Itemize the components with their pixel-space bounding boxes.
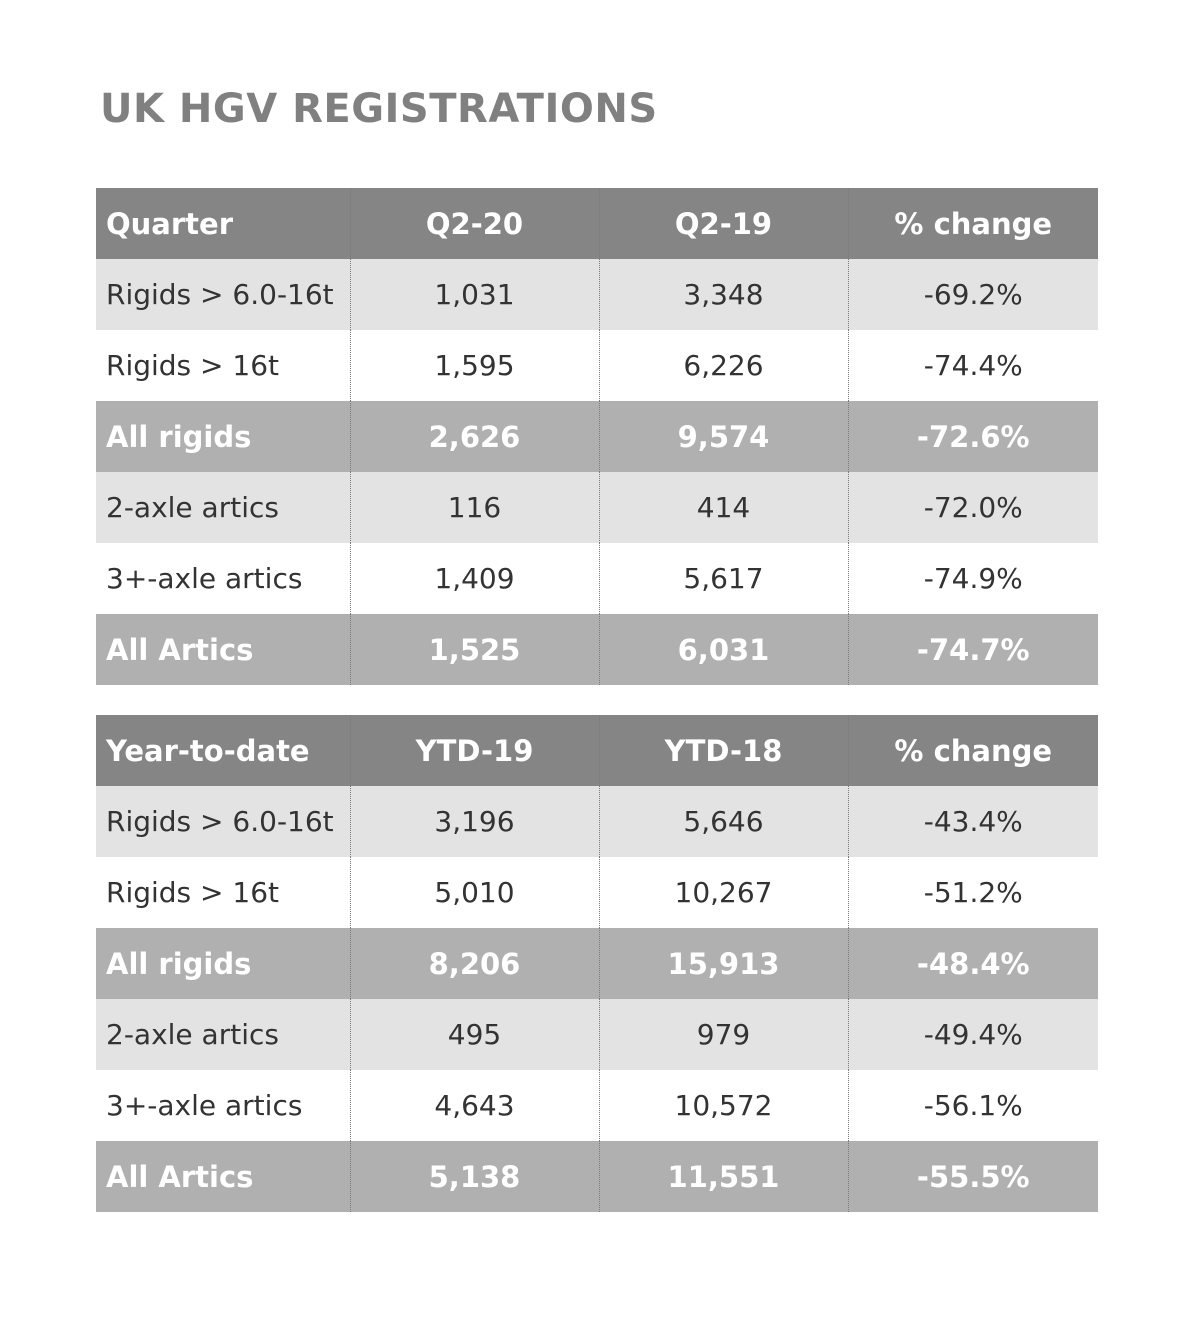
table-cell: -74.7% — [847, 614, 1098, 685]
table-cell: -74.9% — [847, 543, 1098, 614]
table-cell: 5,138 — [349, 1141, 599, 1212]
table-cell: 11,551 — [598, 1141, 848, 1212]
table-row: 2-axle artics 116 414 -72.0% — [96, 472, 1098, 543]
table-cell: 10,267 — [598, 857, 848, 928]
table-row: 3+-axle artics 4,643 10,572 -56.1% — [96, 1070, 1098, 1141]
year-to-date-table: Year-to-date YTD-19 YTD-18 % change Rigi… — [96, 715, 1098, 1212]
column-header: Year-to-date — [96, 715, 350, 786]
row-label: 2-axle artics — [96, 472, 350, 543]
table-cell: 1,031 — [349, 259, 599, 330]
table-cell: 4,643 — [349, 1070, 599, 1141]
table-cell: 1,409 — [349, 543, 599, 614]
table-cell: -69.2% — [847, 259, 1098, 330]
column-header: % change — [847, 715, 1098, 786]
row-label: Rigids > 16t — [96, 330, 350, 401]
column-header: YTD-18 — [598, 715, 848, 786]
table-cell: -74.4% — [847, 330, 1098, 401]
table-cell: 5,010 — [349, 857, 599, 928]
total-row: All Artics 1,525 6,031 -74.7% — [96, 614, 1098, 685]
row-label: All rigids — [96, 928, 350, 999]
quarter-table: Quarter Q2-20 Q2-19 % change Rigids > 6.… — [96, 188, 1098, 685]
row-label: 2-axle artics — [96, 999, 350, 1070]
column-header: % change — [847, 188, 1098, 259]
table-cell: 1,525 — [349, 614, 599, 685]
table-cell: 116 — [349, 472, 599, 543]
table-cell: -48.4% — [847, 928, 1098, 999]
table-cell: 10,572 — [598, 1070, 848, 1141]
column-header: Quarter — [96, 188, 350, 259]
table-header-row: Year-to-date YTD-19 YTD-18 % change — [96, 715, 1098, 786]
table-cell: 414 — [598, 472, 848, 543]
table-cell: 1,595 — [349, 330, 599, 401]
table-cell: -43.4% — [847, 786, 1098, 857]
table-cell: 3,348 — [598, 259, 848, 330]
table-header-row: Quarter Q2-20 Q2-19 % change — [96, 188, 1098, 259]
table-cell: 5,617 — [598, 543, 848, 614]
table-cell: 9,574 — [598, 401, 848, 472]
row-label: 3+-axle artics — [96, 543, 350, 614]
row-label: Rigids > 6.0-16t — [96, 259, 350, 330]
total-row: All Artics 5,138 11,551 -55.5% — [96, 1141, 1098, 1212]
table-cell: -55.5% — [847, 1141, 1098, 1212]
row-label: Rigids > 16t — [96, 857, 350, 928]
column-header: YTD-19 — [349, 715, 599, 786]
table-cell: 6,031 — [598, 614, 848, 685]
row-label: All Artics — [96, 614, 350, 685]
table-cell: 2,626 — [349, 401, 599, 472]
table-cell: -51.2% — [847, 857, 1098, 928]
row-label: All Artics — [96, 1141, 350, 1212]
row-label: All rigids — [96, 401, 350, 472]
table-cell: 15,913 — [598, 928, 848, 999]
table-row: Rigids > 6.0-16t 3,196 5,646 -43.4% — [96, 786, 1098, 857]
table-row: Rigids > 6.0-16t 1,031 3,348 -69.2% — [96, 259, 1098, 330]
table-row: 2-axle artics 495 979 -49.4% — [96, 999, 1098, 1070]
table-row: 3+-axle artics 1,409 5,617 -74.9% — [96, 543, 1098, 614]
total-row: All rigids 8,206 15,913 -48.4% — [96, 928, 1098, 999]
table-cell: 8,206 — [349, 928, 599, 999]
table-cell: -56.1% — [847, 1070, 1098, 1141]
table-cell: 495 — [349, 999, 599, 1070]
table-cell: -72.0% — [847, 472, 1098, 543]
table-cell: 5,646 — [598, 786, 848, 857]
total-row: All rigids 2,626 9,574 -72.6% — [96, 401, 1098, 472]
column-header: Q2-20 — [349, 188, 599, 259]
page-title: UK HGV REGISTRATIONS — [100, 86, 658, 132]
table-cell: -72.6% — [847, 401, 1098, 472]
table-row: Rigids > 16t 1,595 6,226 -74.4% — [96, 330, 1098, 401]
table-cell: 3,196 — [349, 786, 599, 857]
row-label: Rigids > 6.0-16t — [96, 786, 350, 857]
table-cell: 979 — [598, 999, 848, 1070]
table-row: Rigids > 16t 5,010 10,267 -51.2% — [96, 857, 1098, 928]
table-cell: 6,226 — [598, 330, 848, 401]
column-header: Q2-19 — [598, 188, 848, 259]
table-cell: -49.4% — [847, 999, 1098, 1070]
row-label: 3+-axle artics — [96, 1070, 350, 1141]
